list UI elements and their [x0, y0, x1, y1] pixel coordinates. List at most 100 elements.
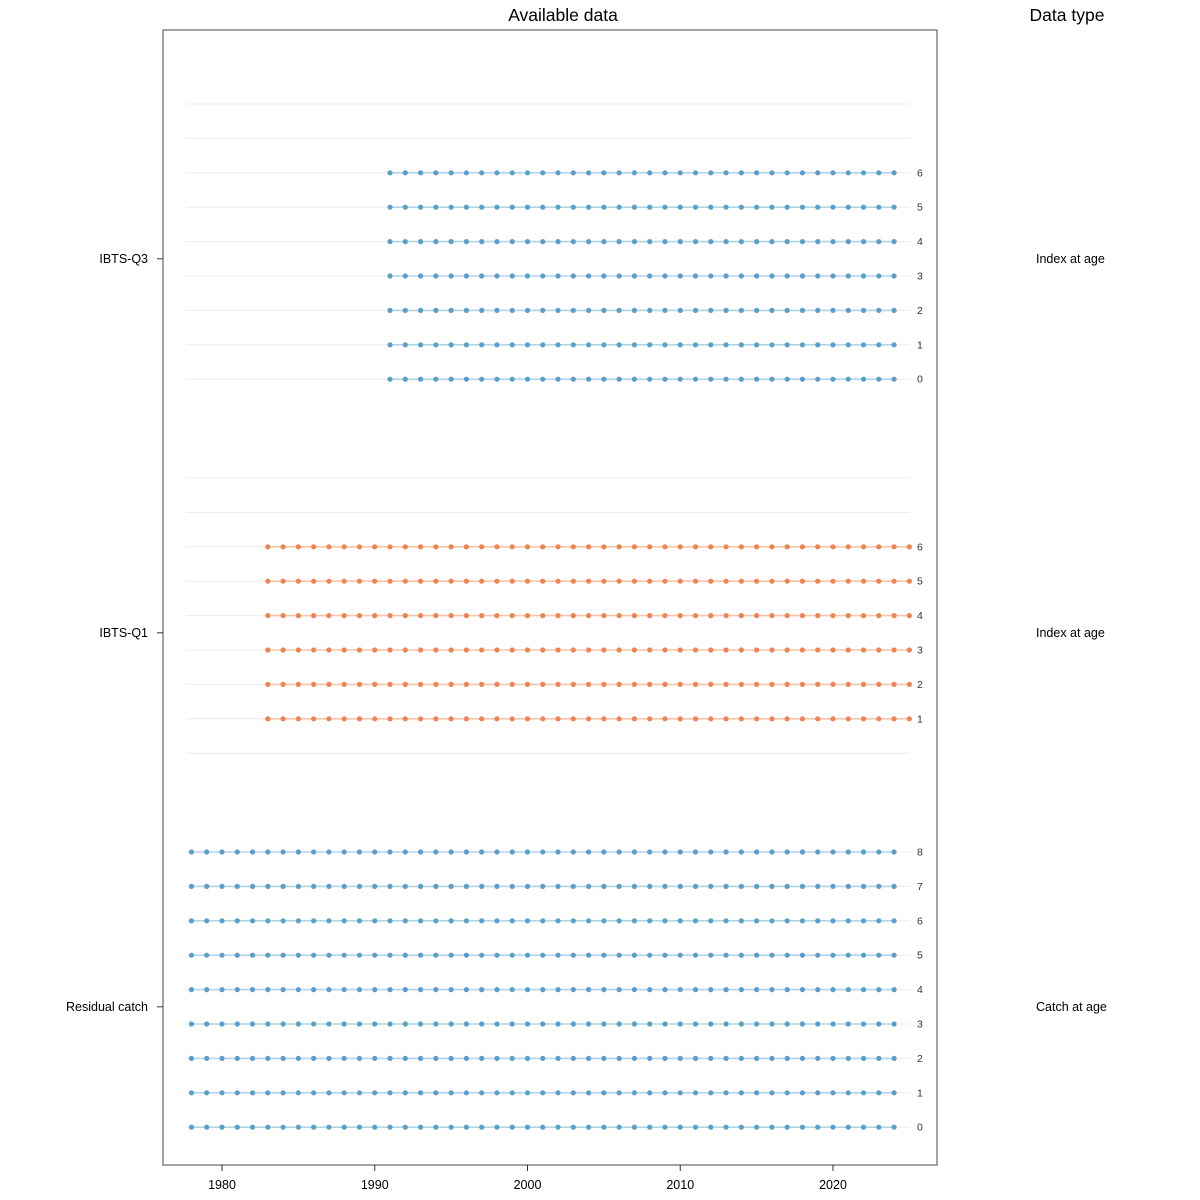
data-dot	[433, 342, 439, 348]
data-type-label: Index at age	[1036, 626, 1105, 640]
data-dot	[891, 987, 897, 993]
data-dot	[616, 952, 622, 958]
data-dot	[677, 307, 683, 313]
data-dot	[647, 647, 653, 653]
data-dot	[524, 1021, 531, 1027]
data-dot	[845, 716, 851, 722]
data-dot	[601, 273, 607, 279]
data-dot	[769, 1021, 775, 1027]
data-dot	[860, 376, 867, 382]
data-dot	[860, 952, 867, 958]
data-dot	[891, 952, 897, 958]
data-dot	[586, 883, 592, 890]
data-dot	[677, 647, 683, 653]
data-dot	[845, 613, 851, 619]
data-dot	[265, 544, 271, 550]
data-dot	[265, 681, 271, 688]
data-dot	[677, 987, 683, 993]
data-dot	[723, 952, 729, 958]
data-dot	[509, 307, 515, 313]
data-dot	[448, 987, 454, 993]
data-dot	[494, 1021, 500, 1027]
data-dot	[616, 1021, 622, 1027]
data-dot	[891, 918, 897, 924]
data-dot	[631, 239, 638, 245]
data-dot	[677, 578, 683, 584]
age-label: 0	[917, 1122, 923, 1134]
data-dot	[249, 987, 256, 993]
data-dot	[524, 647, 531, 653]
data-dot	[830, 544, 836, 550]
data-dot	[356, 681, 363, 688]
data-dot	[387, 170, 393, 176]
data-dot	[372, 1055, 378, 1061]
data-dot	[295, 613, 301, 619]
data-dot	[479, 342, 485, 348]
data-dot	[631, 578, 638, 584]
data-dot	[448, 918, 454, 924]
data-dot	[295, 883, 301, 890]
data-dot	[860, 716, 867, 722]
data-dot	[387, 883, 393, 890]
data-dot	[570, 952, 576, 958]
data-dot	[570, 273, 576, 279]
data-dot	[738, 716, 744, 722]
data-dot	[570, 1055, 576, 1061]
data-dot	[448, 376, 454, 382]
data-dot	[708, 239, 714, 245]
data-dot	[723, 273, 729, 279]
data-dot	[509, 716, 515, 722]
data-dot	[830, 952, 836, 958]
data-dot	[723, 681, 729, 688]
data-dot	[586, 918, 592, 924]
data-dot	[433, 204, 439, 210]
data-dot	[219, 918, 225, 924]
data-dot	[234, 1124, 240, 1130]
data-dot	[555, 681, 561, 688]
data-dot	[784, 1021, 790, 1027]
data-dot	[417, 952, 424, 958]
data-dot	[494, 647, 500, 653]
data-dot	[387, 273, 393, 279]
data-dot	[799, 204, 806, 210]
data-dot	[815, 883, 821, 890]
data-dot	[524, 952, 531, 958]
data-dot	[586, 1090, 592, 1096]
data-dot	[494, 716, 500, 722]
data-dot	[356, 647, 363, 653]
data-dot	[265, 918, 271, 924]
data-dot	[433, 1055, 439, 1061]
data-dot	[295, 1055, 301, 1061]
data-dot	[524, 544, 531, 550]
data-dot	[830, 307, 836, 313]
data-dot	[570, 1090, 576, 1096]
data-dot	[280, 883, 286, 890]
data-dot	[601, 952, 607, 958]
data-dot	[677, 1124, 683, 1130]
data-dot	[249, 952, 256, 958]
data-dot	[586, 849, 592, 855]
data-dot	[616, 307, 622, 313]
data-dot	[326, 613, 332, 619]
data-dot	[708, 544, 714, 550]
data-dot	[769, 578, 775, 584]
data-dot	[433, 170, 439, 176]
data-dot	[891, 170, 897, 176]
data-dot	[463, 239, 469, 245]
data-dot	[906, 578, 912, 584]
data-dot	[356, 613, 363, 619]
data-dot	[738, 342, 744, 348]
age-label: 1	[917, 1087, 923, 1099]
data-dot	[662, 952, 668, 958]
data-dot	[891, 613, 897, 619]
data-dot	[784, 613, 790, 619]
data-dot	[738, 849, 744, 855]
data-dot	[509, 342, 515, 348]
data-dot	[265, 1055, 271, 1061]
data-dot	[616, 987, 622, 993]
data-dot	[280, 952, 286, 958]
data-dot	[845, 578, 851, 584]
data-dot	[402, 987, 408, 993]
data-dot	[601, 918, 607, 924]
data-dot	[662, 376, 668, 382]
